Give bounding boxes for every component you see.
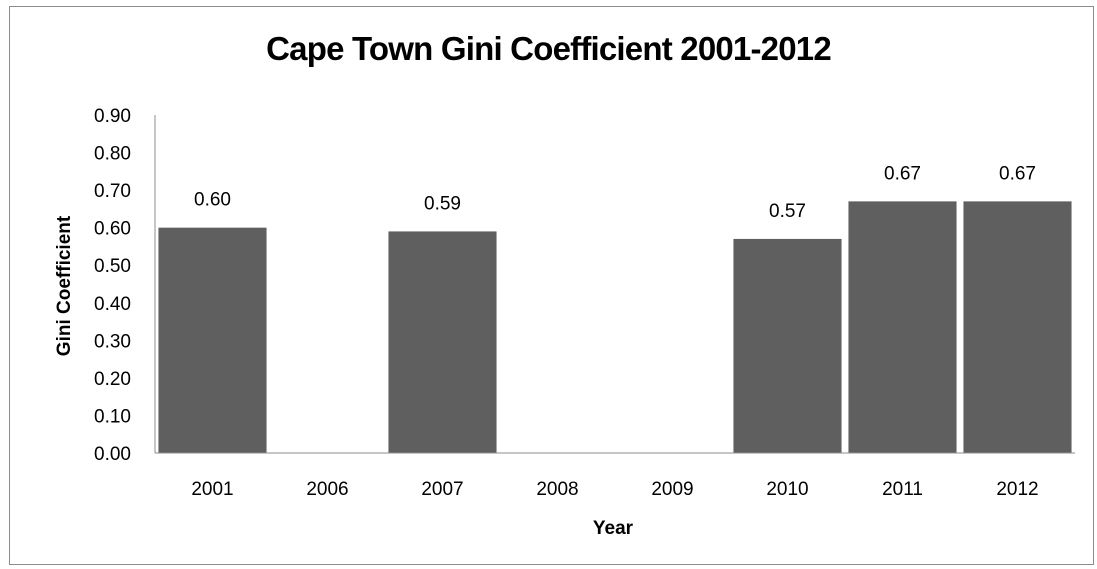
- bar: [388, 231, 497, 453]
- y-tick-label: 0.30: [94, 331, 131, 352]
- x-tick-label: 2001: [191, 479, 233, 500]
- x-axis-title: Year: [593, 518, 634, 539]
- y-tick-label: 0.50: [94, 256, 131, 277]
- y-tick-label: 0.10: [94, 406, 131, 427]
- y-tick-label: 0.90: [94, 106, 131, 127]
- data-label: 0.67: [884, 163, 921, 184]
- y-axis-ticks: 0.00 0.10 0.20 0.30 0.40 0.50 0.60 0.70 0.80 0.90: [94, 106, 131, 465]
- y-tick-label: 0.20: [94, 369, 131, 390]
- data-label: 0.57: [769, 201, 806, 222]
- y-tick-label: 0.80: [94, 144, 131, 165]
- chart-title: Cape Town Gini Coefficient 2001-2012: [266, 30, 832, 67]
- y-tick-label: 0.00: [94, 444, 131, 465]
- data-label: 0.59: [424, 193, 461, 214]
- x-tick-label: 2007: [421, 479, 463, 500]
- bars: [158, 201, 1072, 453]
- bar: [963, 201, 1072, 453]
- y-tick-label: 0.60: [94, 219, 131, 240]
- bar: [848, 201, 957, 453]
- y-axis-title: Gini Coefficient: [54, 215, 75, 356]
- y-tick-label: 0.40: [94, 294, 131, 315]
- data-labels: 0.60 0.59 0.57 0.67 0.67: [194, 163, 1036, 222]
- x-tick-label: 2008: [536, 479, 578, 500]
- data-label: 0.67: [999, 163, 1036, 184]
- x-tick-label: 2010: [766, 479, 808, 500]
- x-tick-label: 2009: [651, 479, 693, 500]
- data-label: 0.60: [194, 190, 231, 211]
- x-tick-label: 2011: [882, 479, 923, 500]
- y-tick-label: 0.70: [94, 181, 131, 202]
- x-tick-label: 2006: [306, 479, 348, 500]
- bar: [158, 227, 267, 453]
- bar: [733, 238, 842, 453]
- x-axis-ticks: 2001 2006 2007 2008 2009 2010 2011 2012: [191, 479, 1038, 500]
- x-tick-label: 2012: [996, 479, 1038, 500]
